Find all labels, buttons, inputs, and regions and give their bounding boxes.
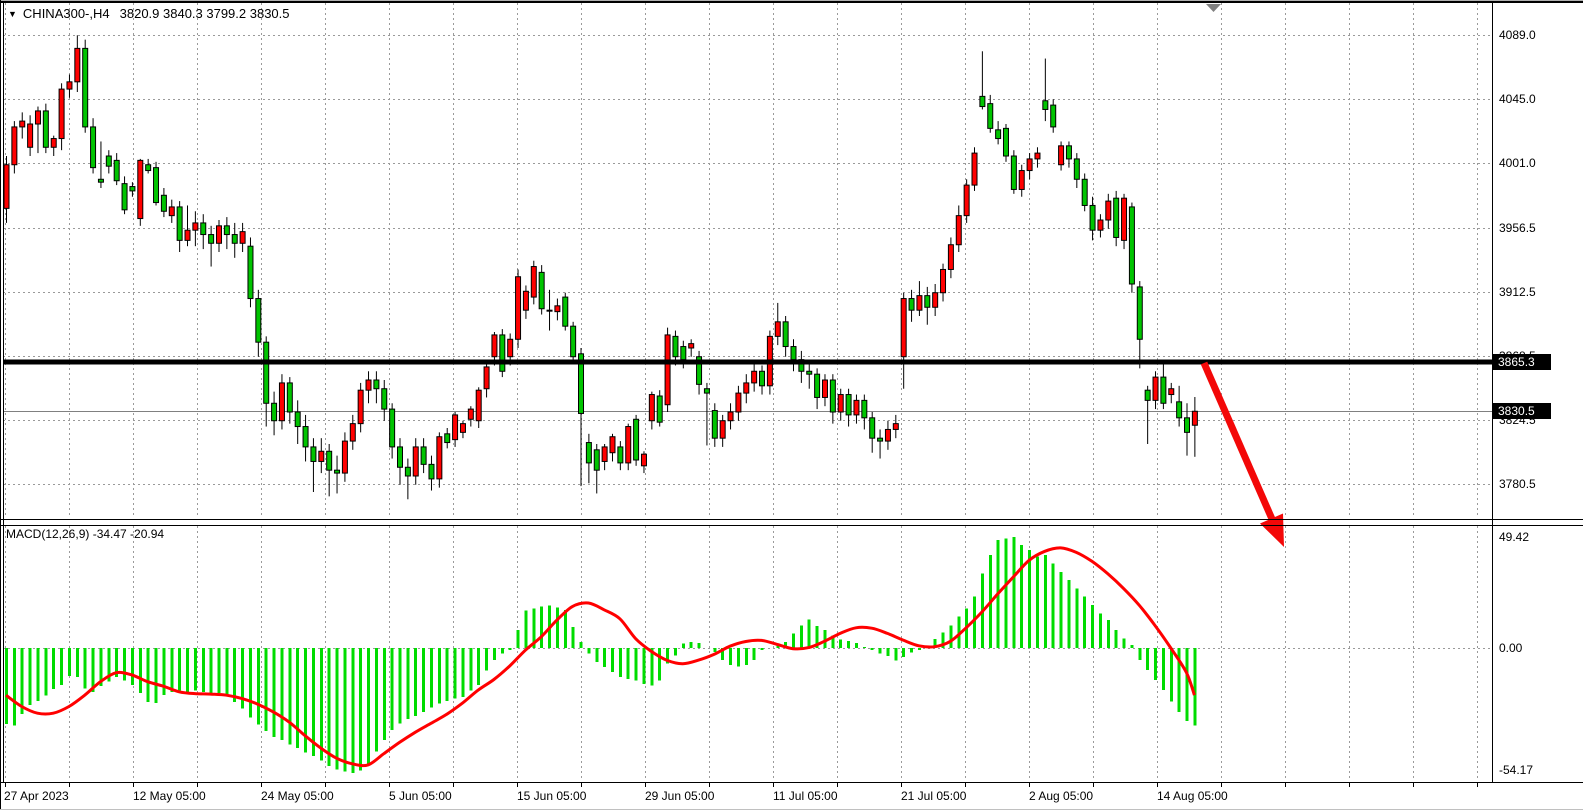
time-tick-label: 11 Jul 05:00	[773, 789, 838, 803]
time-tick-label: 12 May 05:00	[133, 789, 206, 803]
macd-signal-line	[5, 546, 1196, 768]
time-axis-labels: 27 Apr 2023 12 May 05:00 24 May 05:00 5 Jun…	[4, 789, 1228, 803]
price-tick-label: 3780.5	[1499, 477, 1536, 491]
price-tick-label: 3956.5	[1499, 221, 1536, 235]
symbol-title-bar: ▼ CHINA300-,H4 3820.9 3840.3 3799.2 3830.5	[8, 6, 290, 21]
price-badge: 3865.3	[1493, 354, 1551, 370]
time-tick-label: 24 May 05:00	[261, 789, 334, 803]
symbol-ohlc-values: 3820.9 3840.3 3799.2 3830.5	[119, 6, 290, 21]
symbol-name: CHINA300-,H4	[22, 6, 110, 21]
candlestick-series	[3, 35, 1198, 500]
svg-text:3830.5: 3830.5	[1498, 404, 1535, 418]
price-tick-label: 4001.0	[1499, 156, 1536, 170]
gridlines	[3, 3, 1492, 787]
time-tick-label: 27 Apr 2023	[4, 789, 69, 803]
time-tick-label: 21 Jul 05:00	[901, 789, 967, 803]
macd-indicator-label: MACD(12,26,9) -34.47 -20.94	[6, 527, 165, 541]
scroll-position-marker	[1206, 4, 1221, 12]
time-tick-label: 29 Jun 05:00	[645, 789, 715, 803]
time-tick-label: 5 Jun 05:00	[389, 789, 452, 803]
price-tick-label: 4089.0	[1499, 28, 1536, 42]
time-tick-label: 2 Aug 05:00	[1029, 789, 1093, 803]
price-badge: 3830.5	[1493, 403, 1551, 419]
macd-histogram	[5, 536, 1197, 773]
time-tick-label: 15 Jun 05:00	[517, 789, 587, 803]
price-tick-label: 4045.0	[1499, 92, 1536, 106]
macd-tick-label: -54.17	[1499, 763, 1533, 777]
trend-arrow[interactable]	[1200, 361, 1284, 547]
time-tick-label: 14 Aug 05:00	[1157, 789, 1228, 803]
symbol-dropdown-icon[interactable]: ▼	[8, 9, 17, 19]
macd-tick-label: 49.42	[1499, 530, 1529, 544]
macd-tick-label: 0.00	[1499, 641, 1523, 655]
svg-text:3865.3: 3865.3	[1498, 355, 1535, 369]
price-tick-label: 3912.5	[1499, 285, 1536, 299]
